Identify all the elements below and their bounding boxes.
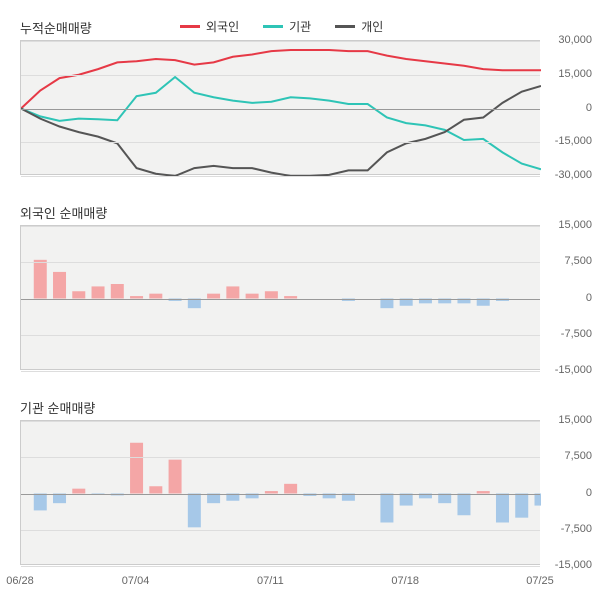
legend-item: 외국인 [180, 18, 239, 35]
y-tick-label: -15,000 [555, 135, 592, 147]
x-tick-label: 07/18 [391, 575, 419, 587]
legend: 외국인 기관 개인 [180, 18, 383, 35]
panel1-yaxis: -30,000-15,000015,00030,000 [545, 40, 600, 175]
y-tick-label: 15,000 [558, 68, 592, 80]
y-tick-label: -15,000 [555, 364, 592, 376]
x-tick-label: 07/11 [257, 575, 284, 587]
institution-panel: 기관 순매매량 -15,000-7,50007,50015,000 [20, 390, 600, 565]
panel1-title: 누적순매매량 [20, 18, 92, 37]
panel2-yaxis: -15,000-7,50007,50015,000 [545, 225, 600, 370]
y-tick-label: 7,500 [564, 255, 592, 267]
legend-item: 기관 [263, 18, 311, 35]
panel2-plot-area [20, 225, 540, 370]
panel3-yaxis: -15,000-7,50007,50015,000 [545, 420, 600, 565]
legend-label: 외국인 [206, 18, 239, 35]
y-tick-label: 0 [586, 292, 592, 304]
x-tick-label: 07/04 [122, 575, 150, 587]
legend-label: 개인 [361, 18, 383, 35]
x-tick-label: 06/28 [6, 575, 34, 587]
legend-swatch [335, 25, 355, 28]
y-tick-label: 15,000 [558, 219, 592, 231]
y-tick-label: -15,000 [555, 559, 592, 571]
y-tick-label: -7,500 [561, 523, 592, 535]
panel2-title: 외국인 순매매량 [20, 203, 107, 222]
legend-swatch [180, 25, 200, 28]
panel3-title: 기관 순매매량 [20, 398, 95, 417]
cumulative-panel: 누적순매매량 외국인기관개인 -30,000-15,000015,00030,0… [20, 10, 600, 175]
y-tick-label: 0 [586, 487, 592, 499]
y-tick-label: 7,500 [564, 450, 592, 462]
x-axis: 06/2807/0407/1107/1807/25 [20, 575, 540, 604]
y-tick-label: 30,000 [558, 34, 592, 46]
legend-label: 기관 [289, 18, 311, 35]
panel1-plot-area [20, 40, 540, 175]
x-tick-label: 07/25 [526, 575, 554, 587]
y-tick-label: 0 [586, 102, 592, 114]
y-tick-label: -30,000 [555, 169, 592, 181]
legend-swatch [263, 25, 283, 28]
legend-item: 개인 [335, 18, 383, 35]
y-tick-label: 15,000 [558, 414, 592, 426]
panel3-plot-area [20, 420, 540, 565]
y-tick-label: -7,500 [561, 328, 592, 340]
chart-container: 누적순매매량 외국인 기관 개인 -30,000 -15,000 0 15,000 30,0… [0, 0, 600, 604]
foreigner-panel: 외국인 순매매량 -15,000-7,50007,50015,000 [20, 195, 600, 370]
